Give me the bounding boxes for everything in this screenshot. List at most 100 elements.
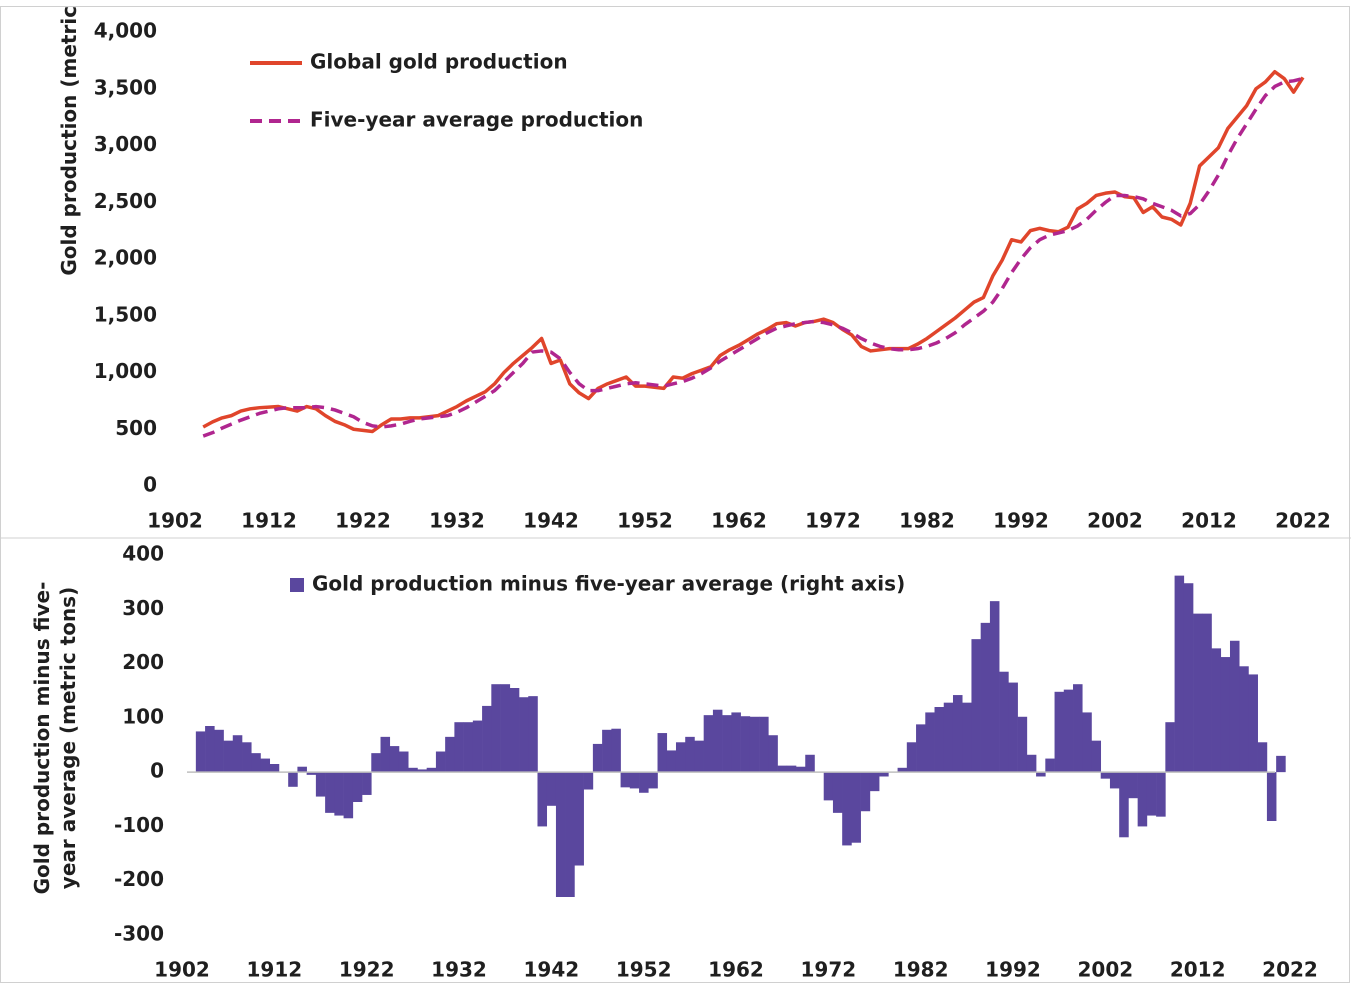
bar (1183, 583, 1194, 773)
y-tick-label: 0 (150, 759, 164, 783)
bar (223, 740, 234, 773)
x-tick-label: 2002 (1087, 509, 1143, 533)
bar (583, 772, 594, 790)
x-tick-label: 1952 (616, 958, 672, 982)
bar (1266, 772, 1277, 821)
bar (731, 712, 741, 773)
bar (1229, 640, 1240, 773)
x-tick-label: 1982 (899, 509, 955, 533)
bar (528, 696, 538, 773)
bar (897, 767, 908, 773)
y-tick-label: 400 (122, 542, 164, 566)
legend-label: Gold production minus five-year average … (312, 572, 905, 596)
bar (214, 729, 224, 773)
y-tick-label: 100 (122, 704, 164, 728)
bar (435, 751, 446, 773)
y-axis-title-line: Gold production minus five- (30, 582, 54, 895)
bar (306, 772, 317, 775)
bar (629, 772, 640, 789)
bar (925, 712, 935, 773)
y-tick-label: 3,000 (94, 132, 157, 156)
y-tick-label: -300 (114, 922, 164, 946)
bar (297, 766, 307, 773)
bar (1128, 772, 1138, 799)
x-tick-label: 2012 (1170, 958, 1226, 982)
bar (1165, 722, 1175, 773)
bar (454, 722, 464, 773)
bar (1146, 772, 1157, 816)
bar (749, 716, 760, 773)
legend-swatch (290, 578, 304, 592)
x-tick-label: 2012 (1181, 509, 1237, 533)
y-tick-label: 3,500 (94, 75, 157, 99)
bar (463, 722, 474, 773)
x-tick-label: 1972 (800, 958, 856, 982)
bar (491, 684, 501, 773)
x-tick-label: 2022 (1275, 509, 1331, 533)
bar (1063, 689, 1074, 773)
x-tick-label: 1922 (335, 509, 391, 533)
bar (325, 772, 335, 813)
bar (482, 705, 492, 773)
bar (1082, 712, 1092, 773)
bar (906, 742, 917, 773)
bar (1036, 772, 1046, 777)
bar (592, 743, 603, 773)
bar (1156, 772, 1166, 817)
bar (639, 772, 649, 793)
data-line (202, 76, 1304, 438)
x-tick-label: 1992 (985, 958, 1041, 982)
bar (362, 772, 372, 795)
x-tick-label: 1942 (523, 509, 579, 533)
y-tick-label: 2,500 (94, 189, 157, 213)
bar (1239, 666, 1249, 773)
y-axis-title: Gold production minus five-year average … (30, 582, 80, 895)
bar (195, 731, 206, 773)
x-tick-label: 1962 (708, 958, 764, 982)
bar (980, 622, 991, 773)
bar (962, 702, 972, 773)
bar (934, 707, 945, 773)
bar (796, 766, 806, 773)
bar (417, 769, 427, 773)
bar (555, 772, 566, 897)
bar (989, 601, 1000, 773)
bar (380, 736, 391, 773)
x-tick-label: 1902 (154, 958, 210, 982)
bar (759, 716, 769, 773)
legend-label: Global gold production (310, 50, 568, 74)
bar (823, 772, 834, 801)
bar (269, 764, 280, 773)
bar (232, 735, 243, 773)
bar (869, 772, 880, 792)
bar (768, 735, 778, 773)
bar (352, 772, 363, 802)
x-tick-label: 2022 (1262, 958, 1318, 982)
bar (426, 767, 437, 773)
bar (288, 772, 298, 787)
bar (472, 720, 483, 773)
bar (1008, 682, 1018, 773)
x-tick-label: 1942 (523, 958, 579, 982)
bar (952, 695, 963, 773)
bar (712, 709, 723, 773)
bar (574, 772, 584, 866)
x-tick-label: 1912 (246, 958, 302, 982)
bar (860, 772, 871, 812)
bar (509, 688, 520, 773)
bar (879, 772, 889, 777)
bar (999, 671, 1009, 773)
bar (777, 765, 788, 773)
bar (675, 742, 686, 773)
bar (1045, 758, 1055, 773)
bar (389, 746, 400, 773)
bar (1276, 755, 1286, 773)
y-tick-label: 200 (122, 650, 164, 674)
bar (1119, 772, 1129, 838)
bar (519, 697, 529, 773)
bar (657, 733, 668, 773)
y-tick-label: 4,000 (94, 19, 157, 43)
bar (1211, 648, 1222, 773)
